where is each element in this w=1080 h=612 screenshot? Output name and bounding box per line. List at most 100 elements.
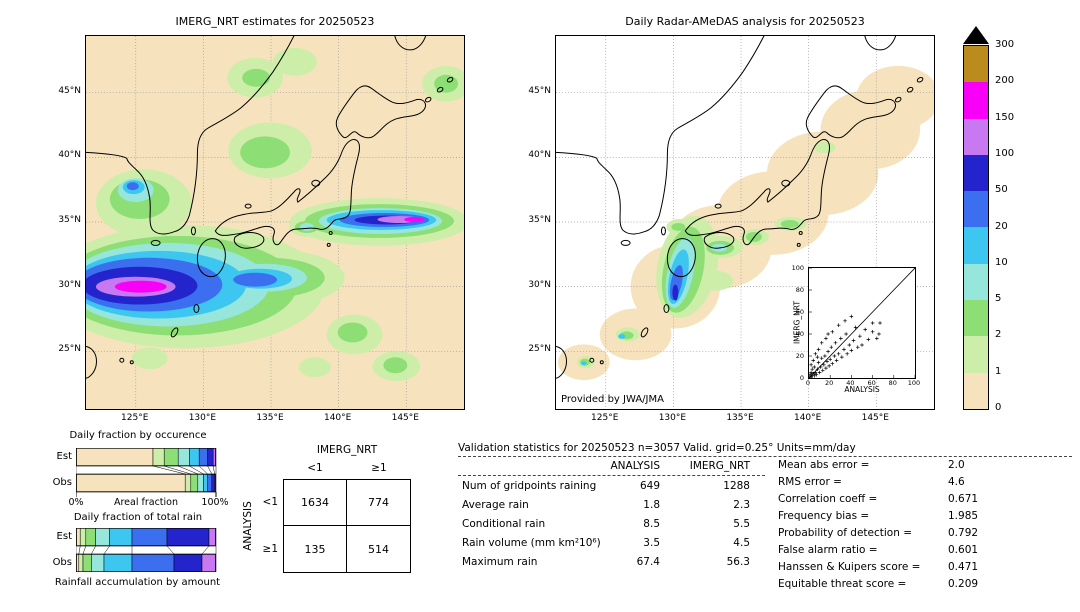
colorbar-tick-label: 10	[995, 256, 1008, 268]
colorbar-segment	[964, 336, 988, 373]
stats-col-imerg: IMERG_NRT	[689, 460, 750, 472]
fraction-segment	[177, 448, 190, 467]
fraction-segment	[173, 553, 203, 572]
lon-tick-label: 130°E	[188, 413, 217, 423]
inset-x-tick-label: 40	[846, 379, 855, 387]
credit-text: Provided by JWA/JMA	[561, 394, 664, 405]
colorbar-tick-label: 2	[995, 329, 1002, 341]
contingency-col-label-ge1: ≥1	[371, 462, 387, 474]
stats-divider-top	[458, 456, 1072, 457]
colorbar-tick-label: 0	[995, 402, 1002, 413]
stats-col-analysis: ANALYSIS	[610, 460, 660, 472]
scatter-points	[808, 314, 882, 379]
colorbar-segment	[964, 300, 988, 337]
precipitation-field	[576, 141, 836, 369]
fraction-segment	[208, 528, 217, 547]
precipitation-field	[46, 47, 470, 382]
fraction-segment	[76, 473, 186, 493]
colorbar-segment	[964, 191, 988, 228]
stats-row: Num of gridpoints raining 649 1288	[458, 480, 798, 494]
fraction-segment	[198, 448, 208, 467]
fraction-segment	[189, 448, 200, 467]
stat-imerg-value: 1288	[723, 480, 750, 492]
stat-line: Correlation coeff = 0.671	[778, 493, 1078, 507]
inset-scatter-panel	[808, 267, 916, 379]
connector-line	[178, 465, 198, 475]
radar-map-canvas	[555, 33, 940, 409]
lon-tick-label: 125°E	[591, 413, 619, 423]
stat-label: Conditional rain	[462, 518, 546, 530]
stats-header-row: ANALYSIS IMERG_NRT	[458, 460, 798, 474]
connector-line	[201, 545, 210, 555]
lat-tick-label: 40°N	[58, 150, 81, 161]
connector-line	[164, 465, 191, 475]
occurrence-axis-label: Areal fraction	[113, 497, 178, 508]
stats-divider-header	[458, 475, 765, 476]
fraction-segment	[91, 553, 105, 572]
contingency-cell-miss: 135	[284, 526, 347, 572]
totalrain-chart-title: Daily fraction of total rain	[73, 512, 203, 523]
stat-label: False alarm ratio =	[778, 544, 878, 556]
totalrain-caption: Rainfall accumulation by amount	[54, 577, 221, 588]
stat-label: Maximum rain	[462, 556, 538, 568]
lon-tick-label: 145°E	[861, 413, 889, 423]
coastlines	[555, 33, 924, 379]
lat-tick-label: 25°N	[528, 344, 551, 355]
connector-line	[189, 465, 204, 475]
connector-line	[199, 465, 208, 475]
contingency-cell-hit-none: 1634	[284, 480, 347, 526]
bar-outline	[76, 553, 216, 572]
connector-line	[91, 545, 96, 555]
occurrence-bars-canvas	[76, 448, 217, 497]
fraction-segment	[184, 473, 192, 493]
stat-line: RMS error = 4.6	[778, 476, 1078, 490]
occurrence-axis-max: 100%	[201, 497, 229, 508]
fraction-segment	[211, 473, 215, 493]
occurrence-obs-label: Obs	[52, 477, 72, 488]
colorbar-segment	[964, 154, 988, 192]
fraction-segment	[152, 448, 165, 467]
colorbar-tick-label: 150	[995, 111, 1015, 123]
stat-value: 0.601	[948, 544, 979, 556]
stats-row: Rain volume (mm km²10⁶) 3.5 4.5	[458, 537, 798, 551]
inset-x-tick-label: 0	[805, 379, 811, 387]
bar-outline	[76, 473, 216, 493]
coastlines	[85, 33, 454, 379]
stat-line: Mean abs error = 2.0	[778, 459, 1078, 473]
inset-x-tick-label: 80	[888, 379, 897, 387]
stats-row: Conditional rain 8.5 5.5	[458, 518, 798, 532]
stats-row: Average rain 1.8 2.3	[458, 499, 798, 513]
fraction-segment	[201, 553, 217, 572]
stat-imerg-value: 4.5	[733, 537, 750, 549]
stat-value: 1.985	[948, 510, 979, 522]
stat-imerg-value: 2.3	[733, 499, 750, 511]
fraction-segment	[109, 528, 133, 547]
colorbar-tick-label: 300	[995, 39, 1015, 50]
stat-analysis-value: 649	[639, 480, 660, 492]
connector-line	[166, 545, 175, 555]
fraction-segment	[131, 528, 168, 547]
stat-line: Probability of detection = 0.792	[778, 527, 1078, 541]
contingency-row-label-lt1: <1	[262, 496, 278, 508]
occurrence-axis-min: 0%	[68, 497, 84, 508]
inset-y-tick-label: 100	[791, 264, 804, 272]
contingency-cell-false-alarm: 774	[347, 480, 410, 526]
stat-line: Frequency bias = 1.985	[778, 510, 1078, 524]
fraction-segment	[207, 448, 214, 467]
lat-tick-label: 35°N	[528, 215, 551, 225]
connector-line	[103, 545, 110, 555]
inset-x-tick-label: 60	[867, 379, 876, 387]
totalrain-obs-label: Obs	[52, 557, 72, 568]
contingency-row-label-ge1: ≥1	[262, 543, 278, 555]
stat-line: False alarm ratio = 0.601	[778, 544, 1078, 558]
stat-line: Equitable threat score = 0.209	[778, 578, 1078, 592]
lon-tick-label: 145°E	[391, 413, 419, 423]
stat-line: Hanssen & Kuipers score = 0.471	[778, 561, 1078, 575]
lat-tick-label: 45°N	[58, 85, 81, 96]
lon-tick-label: 140°E	[793, 413, 822, 423]
stat-value: 0.792	[948, 527, 979, 539]
colorbar-tick-label: 50	[995, 184, 1008, 196]
lat-tick-label: 45°N	[528, 85, 551, 96]
fraction-segment	[79, 528, 87, 547]
radar-map-panel	[555, 33, 940, 410]
